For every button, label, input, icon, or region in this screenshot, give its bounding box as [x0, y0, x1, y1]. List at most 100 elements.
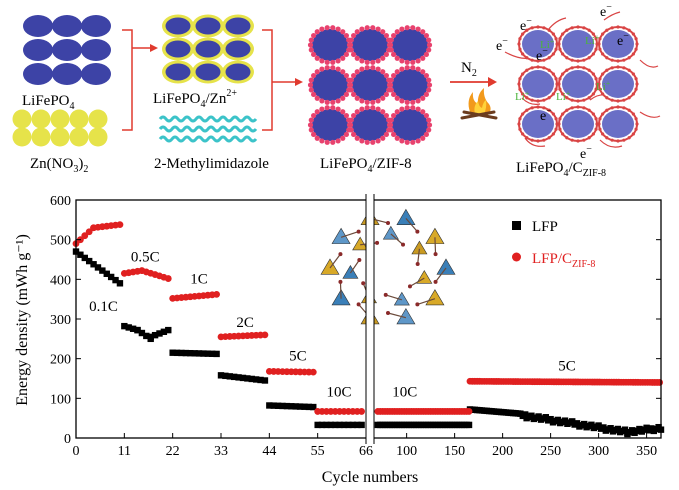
- electron-label: e−: [540, 106, 552, 124]
- lifepo4-core: [392, 69, 428, 101]
- zif8-shell-dot: [394, 69, 400, 75]
- lfp-point: [182, 349, 190, 357]
- zif8-shell-dot: [354, 29, 360, 35]
- carbon-shell-dot: [551, 112, 555, 116]
- carbon-shell-dot: [517, 82, 521, 86]
- carbon-shell-dot: [561, 32, 565, 36]
- lfp-c-point: [213, 291, 221, 298]
- carbon-shell-dot: [530, 138, 534, 142]
- carbon-shell-dot: [597, 42, 601, 46]
- lifepo4-core: [602, 70, 634, 98]
- lifepo4-core: [562, 70, 594, 98]
- linker-bond: [434, 237, 437, 255]
- carbon-shell-dot: [594, 77, 598, 81]
- zif8-shell-dot: [308, 127, 314, 133]
- lifepo4-particle: [23, 63, 53, 85]
- zif8-shell-dot: [350, 51, 357, 58]
- zif8-shell-dot: [388, 47, 394, 53]
- lifepo4-zif8-particles: [307, 25, 433, 145]
- zif8-shell-dot: [387, 82, 394, 88]
- zif8-shell-dot: [347, 82, 354, 88]
- zif8-shell-dot: [314, 55, 320, 61]
- carbon-shell-dot: [587, 68, 591, 72]
- zif8-shell-dot: [340, 109, 346, 115]
- zn-particle: [88, 109, 108, 129]
- zif8-shell-dot: [359, 106, 365, 112]
- methylimidazole-wave: [158, 125, 258, 133]
- carbon-shell-dot: [582, 138, 586, 142]
- zif8-shell-dot: [383, 72, 390, 79]
- zif8-shell-dot: [380, 55, 386, 61]
- lfp-point: [151, 331, 159, 339]
- zif8-shell-dot: [324, 105, 330, 111]
- carbon-shell-dot: [525, 28, 529, 32]
- carbon-shell-dot: [547, 56, 551, 60]
- electron-symbol: e: [536, 49, 542, 64]
- lifepo4-core: [352, 109, 388, 141]
- lfp-point: [257, 376, 264, 384]
- carbon-shell-dot: [558, 37, 562, 41]
- zif8-shell-dot: [423, 32, 430, 39]
- linker-bond: [339, 281, 342, 299]
- lfp-point: [252, 376, 260, 383]
- carbon-shell-dot: [594, 47, 598, 51]
- y-tick-label: 600: [50, 194, 71, 209]
- carbon-shell-dot: [547, 108, 551, 112]
- carbon-shell-dot: [561, 92, 565, 96]
- li-ion-symbol: Li: [596, 81, 606, 93]
- zif8-shell-dot: [310, 51, 317, 58]
- flame-icon: [460, 88, 498, 120]
- li-ion-charge: +: [525, 89, 530, 98]
- zif8-shell-dot: [330, 105, 336, 111]
- carbon-shell-dot: [587, 96, 591, 100]
- carbon-shell-dot: [610, 98, 614, 102]
- lfp-point: [332, 421, 339, 429]
- carbon-shell-dot: [601, 92, 605, 96]
- zif8-shell-dot: [383, 51, 390, 58]
- carbon-shell-dot: [582, 98, 586, 102]
- zif8-shell-dot: [370, 139, 376, 145]
- li-ion-charge: +: [606, 79, 611, 88]
- carbon-shell-dot: [565, 136, 569, 140]
- carbon-shell-dot: [554, 37, 558, 41]
- zif8-shell-dot: [354, 135, 360, 141]
- carbon-shell-dot: [525, 56, 529, 60]
- zif8-shell-dot: [375, 26, 381, 32]
- carbon-shell-dot: [582, 66, 586, 70]
- carbon-shell-dot: [576, 139, 580, 143]
- zif8-shell-dot: [340, 69, 346, 75]
- methylimidazole-wave: [158, 135, 258, 143]
- carbon-shell-dot: [525, 108, 529, 112]
- carbon-shell-dot: [635, 122, 639, 126]
- lfp-point: [323, 421, 330, 429]
- lifepo4-carbon-particles: [504, 11, 661, 148]
- carbon-shell-dot: [558, 117, 562, 121]
- lfp-point: [107, 273, 115, 281]
- lfp-point: [191, 350, 198, 357]
- zif8-shell-dot: [343, 112, 350, 119]
- carbon-shell-dot: [634, 77, 638, 81]
- zif8-shell-dot: [420, 55, 426, 61]
- rate-labels: 0.1C 0.5C 1C 2C 5C 10C 10C 5C: [89, 249, 576, 400]
- zif8-shell-dot: [335, 98, 341, 104]
- zif8-shell-dot: [370, 65, 376, 71]
- lfp-point: [156, 330, 163, 337]
- zif8-shell-dot: [370, 25, 376, 31]
- carbon-shell-dot: [517, 42, 521, 46]
- zif8-shell-dot: [388, 117, 394, 123]
- lfp-point: [270, 402, 277, 409]
- lifepo4-core: [225, 63, 251, 81]
- carbon-shell-dot: [635, 82, 639, 86]
- lfp-point: [143, 332, 150, 340]
- x-tick-label: 300: [588, 444, 609, 459]
- lfp-point: [230, 373, 238, 381]
- lfp-c-point: [465, 408, 473, 415]
- calcination-arrowhead: [488, 77, 497, 87]
- lfp-point: [138, 329, 146, 337]
- zif8-shell-dot: [423, 91, 430, 98]
- axis-break: [365, 194, 375, 444]
- carbon-shell-dot: [561, 72, 565, 76]
- electron-symbol: e: [600, 5, 606, 20]
- electron-ion-annotations: e−e−e−e−e−e−e−Li+ Li+Li+ Li+Li+: [496, 2, 629, 162]
- zif8-shell-dot: [399, 138, 405, 144]
